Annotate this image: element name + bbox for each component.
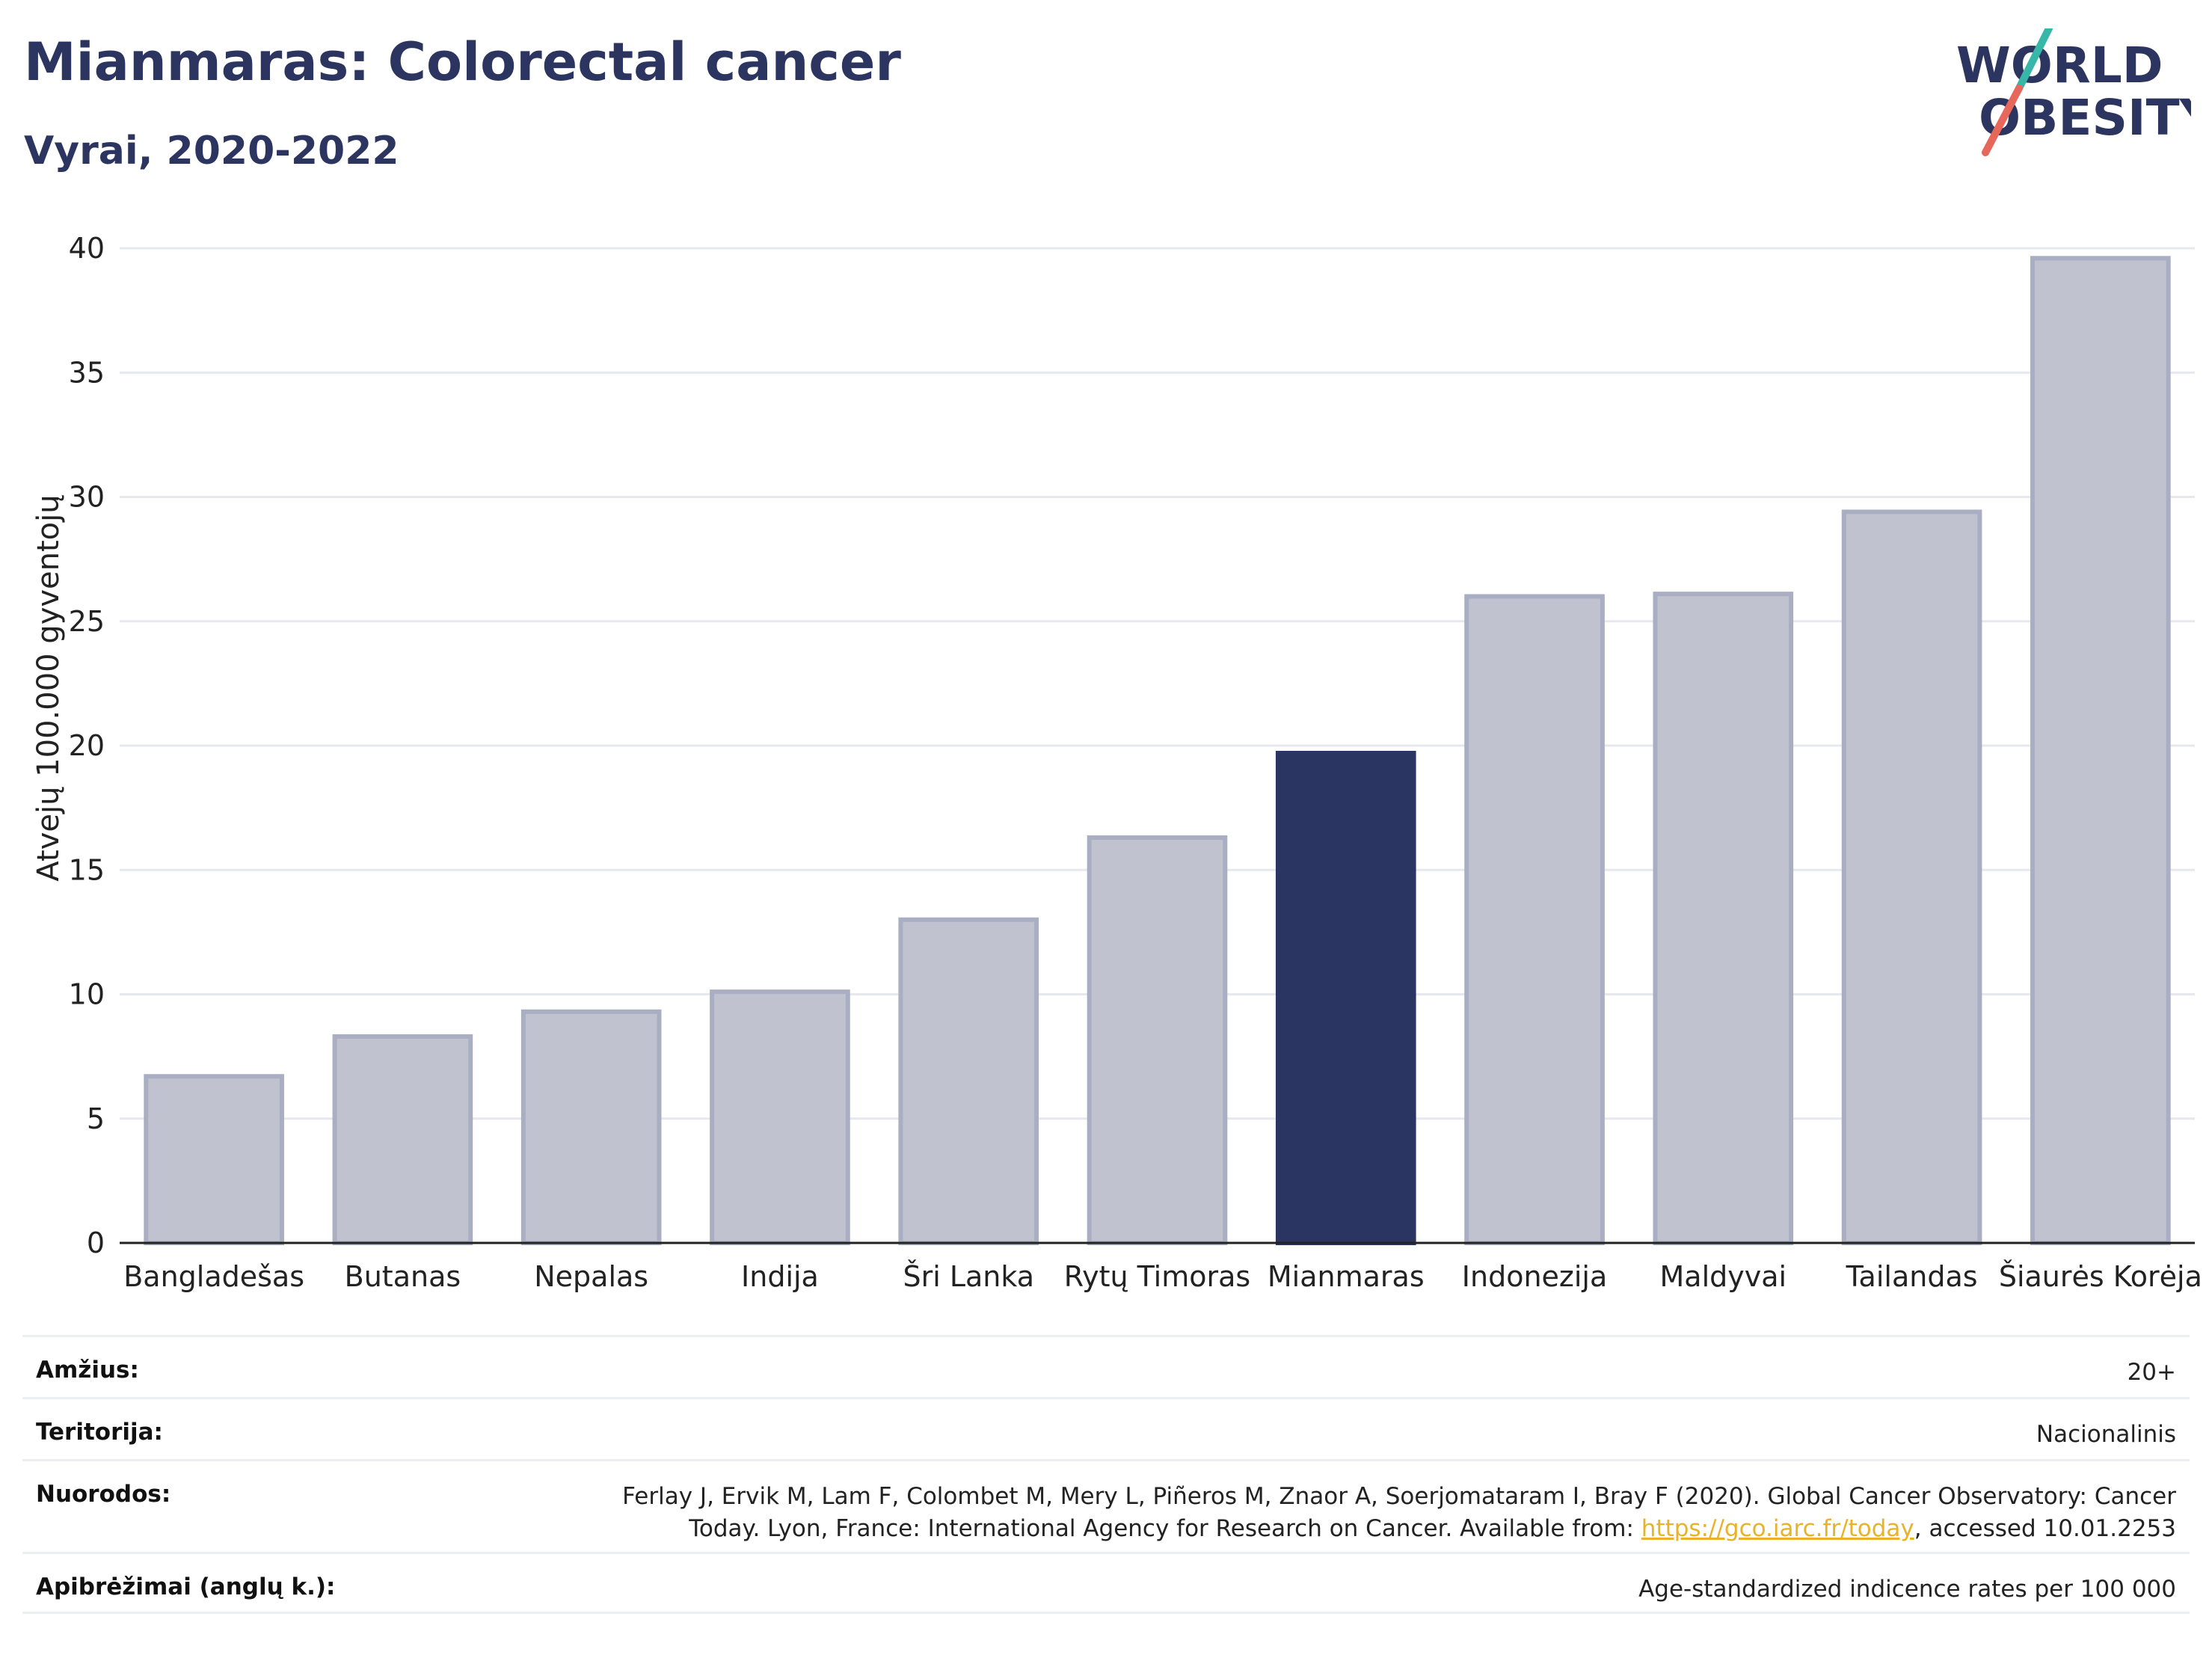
bar-9 — [1653, 592, 1794, 1245]
y-tick-label: 35 — [69, 356, 105, 389]
x-tick-label: Rytų Timoras — [1064, 1260, 1250, 1293]
logo-line1: WORLD — [1956, 37, 2163, 94]
age-label: Amžius: — [36, 1357, 139, 1384]
y-tick-label: 15 — [69, 853, 105, 886]
axes: 0 5 10 15 20 25 30 35 40 Bangladešas Butanas Nepala… — [69, 232, 2202, 1293]
x-tick-label: Bangladešas — [123, 1260, 304, 1293]
info-row-territory: Teritorija: Nacionalinis — [22, 1397, 2190, 1459]
page-subtitle: Vyrai, 2020-2022 — [24, 129, 399, 174]
x-tick-label: Mianmaras — [1268, 1260, 1425, 1293]
y-axis-label: Atvejų 100.000 gyventojų — [31, 494, 66, 881]
bar-2 — [332, 1034, 473, 1246]
references-value: Ferlay J, Ervik M, Lam F, Colombet M, Me… — [622, 1481, 2176, 1545]
info-row-age: Amžius: 20+ — [22, 1335, 2190, 1397]
bar-5 — [898, 917, 1039, 1245]
bar-chart: 0 5 10 15 20 25 30 35 40 Bangladešas Butanas Nepala… — [31, 232, 2202, 1293]
x-tick-label: Indija — [741, 1260, 819, 1293]
references-line2-pre: Today. Lyon, France: International Agenc… — [689, 1515, 1641, 1542]
page-title: Mianmaras: Colorectal cancer — [24, 31, 901, 93]
info-row-definitions: Apibrėžimai (anglų k.): Age-standardized… — [22, 1552, 2190, 1614]
territory-label: Teritorija: — [36, 1419, 163, 1446]
y-tick-label: 10 — [69, 978, 105, 1011]
bar-3 — [520, 1009, 662, 1246]
bar-11 — [2030, 256, 2171, 1245]
bar-10 — [1841, 509, 1982, 1245]
bar-4 — [710, 989, 850, 1246]
bar-7 — [1275, 750, 1416, 1245]
x-tick-label: Maldyvai — [1660, 1260, 1787, 1293]
references-line1: Ferlay J, Ervik M, Lam F, Colombet M, Me… — [622, 1483, 2176, 1510]
definitions-value: Age-standardized indicence rates per 100… — [1638, 1576, 2176, 1603]
territory-value: Nacionalinis — [2036, 1421, 2176, 1448]
bars — [144, 256, 2171, 1246]
x-tick-label: Šri Lanka — [903, 1260, 1034, 1293]
definitions-label: Apibrėžimai (anglų k.): — [36, 1573, 336, 1600]
y-tick-label: 5 — [87, 1102, 105, 1135]
x-tick-label: Butanas — [345, 1260, 461, 1293]
bar-6 — [1087, 835, 1228, 1245]
x-tick-label: Indonezija — [1462, 1260, 1607, 1293]
world-obesity-logo: WORLD OBESITY — [1956, 28, 2191, 156]
x-tick-label: Nepalas — [534, 1260, 648, 1293]
info-table: Amžius: 20+ Teritorija: Nacionalinis Nuo… — [22, 1335, 2190, 1614]
x-tick-label: Šiaurės Korėja — [1999, 1260, 2202, 1293]
y-tick-label: 30 — [69, 481, 105, 514]
references-line2-post: , accessed 10.01.2253 — [1914, 1515, 2176, 1542]
references-label: Nuorodos: — [36, 1481, 171, 1508]
y-tick-label: 40 — [69, 232, 105, 265]
bar-8 — [1464, 594, 1605, 1245]
references-link[interactable]: https://gco.iarc.fr/today — [1641, 1515, 1914, 1542]
age-value: 20+ — [2127, 1359, 2176, 1386]
bar-1 — [144, 1074, 284, 1245]
info-row-references: Nuorodos: Ferlay J, Ervik M, Lam F, Colo… — [22, 1459, 2190, 1552]
y-tick-label: 25 — [69, 605, 105, 638]
x-tick-label: Tailandas — [1846, 1260, 1978, 1293]
y-tick-label: 20 — [69, 729, 105, 762]
y-tick-label: 0 — [87, 1226, 105, 1259]
